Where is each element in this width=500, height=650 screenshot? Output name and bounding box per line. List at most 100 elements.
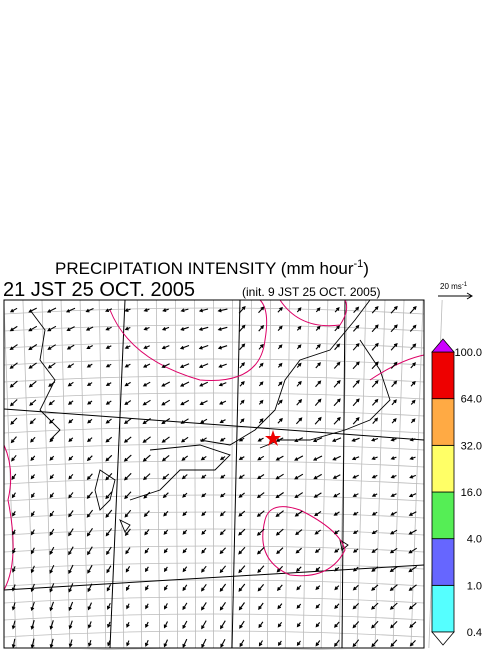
wind-arrow xyxy=(143,308,150,312)
wind-arrow xyxy=(181,455,189,461)
wind-arrow xyxy=(86,382,93,387)
wind-arrow xyxy=(390,474,397,479)
wind-arrow xyxy=(258,399,264,405)
wind-arrow xyxy=(315,622,321,628)
wind-arrow xyxy=(182,620,188,630)
wind-arrow xyxy=(371,493,378,497)
wind-arrow xyxy=(352,566,359,572)
wind-arrow xyxy=(124,491,132,500)
wind-arrow xyxy=(49,528,55,536)
grid-line xyxy=(3,613,425,621)
wind-arrow xyxy=(238,602,245,611)
wind-arrow xyxy=(333,398,341,407)
scale-arrow xyxy=(438,292,473,300)
wind-arrow xyxy=(86,509,94,518)
wind-arrow xyxy=(199,400,208,405)
grid-line xyxy=(3,630,425,638)
wind-arrow xyxy=(410,380,416,387)
wind-arrow xyxy=(67,381,74,387)
grid-line xyxy=(194,299,196,649)
wind-arrow xyxy=(333,379,341,388)
wind-arrow xyxy=(126,621,130,628)
wind-arrow xyxy=(277,640,282,647)
wind-arrow xyxy=(9,307,18,313)
wind-arrow xyxy=(124,326,131,331)
wind-arrow xyxy=(66,326,75,332)
wind-arrow xyxy=(277,381,283,387)
wind-arrow xyxy=(49,492,55,499)
wind-arrow xyxy=(68,510,74,518)
wind-arrow xyxy=(30,583,35,593)
wind-arrow xyxy=(351,437,360,442)
wind-arrow xyxy=(11,492,16,499)
wind-arrow xyxy=(182,529,188,535)
wind-arrow xyxy=(390,493,397,497)
domain-boundary xyxy=(3,408,425,441)
wind-arrow xyxy=(296,362,302,368)
wind-arrow xyxy=(85,326,94,331)
wind-arrow xyxy=(201,474,207,479)
title-close: ) xyxy=(363,259,369,278)
wind-arrow xyxy=(200,437,207,442)
wind-arrow xyxy=(332,474,341,479)
wind-arrow xyxy=(352,530,359,535)
wind-arrow xyxy=(315,585,321,591)
wind-arrow xyxy=(219,565,227,574)
wind-arrow xyxy=(390,511,397,516)
wind-arrow xyxy=(371,342,379,351)
wind-arrow xyxy=(277,417,283,424)
wind-arrow xyxy=(296,566,302,572)
wind-arrow xyxy=(275,455,284,461)
wind-arrow xyxy=(68,564,74,575)
grid-line xyxy=(266,299,272,649)
wind-arrow xyxy=(296,585,302,591)
wind-arrow xyxy=(201,492,207,498)
wind-arrow xyxy=(352,603,359,610)
wind-arrow xyxy=(277,621,283,628)
grid-line xyxy=(3,341,425,349)
wind-arrow xyxy=(145,603,149,610)
wind-arrow xyxy=(371,380,379,388)
wind-arrow xyxy=(161,454,170,462)
wind-arrow xyxy=(12,547,16,554)
wind-arrow xyxy=(9,380,18,388)
wind-arrow xyxy=(125,547,131,555)
wind-arrow xyxy=(87,602,93,611)
grid-line xyxy=(284,299,291,649)
wind-arrow xyxy=(239,380,245,387)
wind-arrow xyxy=(182,511,188,517)
wind-arrow xyxy=(87,621,92,629)
grid-line xyxy=(3,545,425,553)
wind-arrow xyxy=(351,456,360,461)
wind-arrow xyxy=(68,546,74,556)
wind-arrow xyxy=(217,345,228,350)
wind-arrow xyxy=(48,399,55,406)
coastline xyxy=(199,299,371,446)
wind-arrow xyxy=(161,436,170,443)
wind-arrow xyxy=(295,547,302,554)
wind-arrow xyxy=(30,638,35,649)
wind-arrow xyxy=(276,584,283,591)
wind-arrow xyxy=(124,528,131,537)
wind-arrow xyxy=(220,474,226,479)
wind-arrow xyxy=(352,548,359,553)
wind-arrow xyxy=(201,638,207,649)
wind-arrow xyxy=(87,640,92,647)
coastline xyxy=(94,469,116,511)
wind-arrow xyxy=(294,473,304,480)
wind-arrow xyxy=(371,306,379,314)
colorbar-label: 32.0 xyxy=(461,440,482,452)
wind-arrow xyxy=(334,585,340,591)
wind-arrow xyxy=(219,456,226,461)
wind-arrow xyxy=(163,584,168,591)
wind-arrow xyxy=(143,326,150,331)
grid-line xyxy=(302,299,310,649)
wind-arrow xyxy=(201,511,207,517)
wind-arrow xyxy=(276,565,283,573)
precipitation-contour xyxy=(109,299,268,381)
wind-arrow xyxy=(296,380,302,387)
grid-line xyxy=(136,299,143,649)
wind-arrow xyxy=(124,363,131,368)
wind-arrow xyxy=(143,510,150,518)
wind-arrow xyxy=(161,363,170,368)
